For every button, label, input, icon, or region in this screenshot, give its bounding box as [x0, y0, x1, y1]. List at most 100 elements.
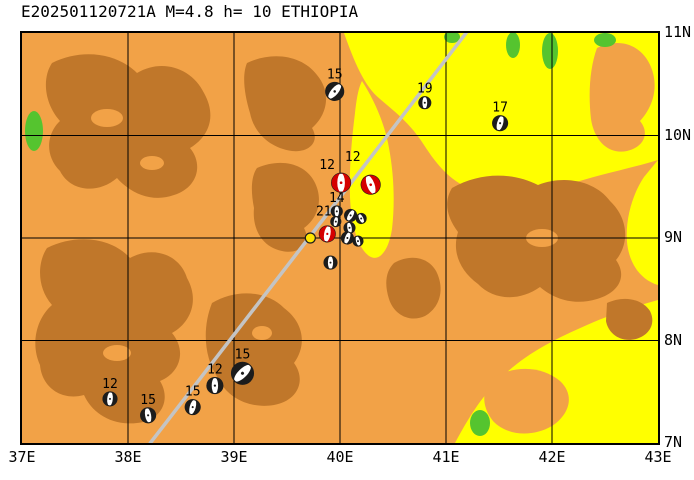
focal-mechanism-gray: 14 [329, 191, 345, 218]
y-axis-tick-label: 8N [664, 330, 683, 349]
terrain-highland-southwest [35, 239, 193, 424]
beachball-quadrants [331, 173, 351, 193]
focal-mechanism-gray [323, 255, 338, 270]
beachball-quadrants [356, 213, 367, 224]
event-day-label: 12 [102, 377, 118, 392]
beachball-quadrants [140, 407, 156, 423]
beachball-axis-dot [369, 183, 373, 187]
event-day-label: 12 [319, 158, 335, 173]
terrain-mottle [252, 326, 272, 340]
beachball-quadrants [418, 96, 431, 109]
x-axis-tick-label: 40E [326, 448, 354, 466]
focal-mechanism-gray [352, 235, 364, 247]
event-day-label: 15 [327, 67, 343, 82]
beachball-axis-dot [360, 217, 363, 220]
x-axis-tick-label: 38E [114, 448, 142, 466]
terrain-highland-south-central [205, 293, 302, 406]
beachball-axis-dot [349, 214, 352, 217]
focal-mechanism-gray: 15 [230, 347, 255, 385]
event-day-label: 12 [345, 150, 361, 165]
beachball-axis-dot [499, 122, 502, 125]
terrain-green-patch [506, 33, 520, 58]
focal-mechanism-gray [355, 212, 367, 225]
terrain-mottle [140, 156, 164, 170]
y-axis-tick-label: 10N [664, 125, 692, 144]
terrain-highland-north-central [244, 56, 327, 152]
focal-mechanism-gray: 19 [417, 82, 433, 110]
beachball-axis-dot [339, 181, 343, 185]
terrain-orange-patch-northeast [589, 43, 655, 152]
terrain-mottle [91, 109, 123, 127]
beachball-axis-dot [334, 220, 337, 223]
terrain-green-patch [470, 410, 490, 436]
event-day-label: 15 [185, 385, 201, 400]
focal-mechanism-gray: 17 [492, 101, 509, 132]
yellow-location-marker [304, 232, 316, 244]
beachball-axis-dot [191, 406, 194, 409]
focal-mechanism-gray: 15 [140, 393, 157, 424]
y-axis-tick-label: 9N [664, 228, 683, 246]
beachball-quadrants [103, 391, 117, 406]
beachball-quadrants [319, 225, 336, 242]
beachball-axis-dot [147, 414, 150, 417]
x-axis-tick-label: 41E [432, 448, 460, 466]
beachball-axis-dot [329, 261, 332, 264]
beachball-axis-dot [109, 397, 111, 400]
beachball-axis-dot [357, 240, 359, 243]
event-day-label: 17 [492, 101, 508, 116]
terrain-highland-below-cluster [386, 257, 441, 319]
focal-mechanism-red: 12 [319, 158, 352, 193]
focal-mechanism-gray: 15 [325, 67, 345, 101]
beachball-axis-dot [213, 384, 217, 387]
beachball-quadrants [206, 377, 223, 394]
event-day-label: 15 [235, 347, 251, 362]
event-day-label: 12 [207, 363, 223, 378]
terrain-highland-far-east [606, 298, 653, 340]
beachball-quadrants [344, 209, 357, 222]
terrain-orange-patch-southeast [484, 368, 569, 434]
terrain-green-patch [594, 33, 616, 47]
x-axis-tick-label: 43E [644, 448, 672, 466]
plot-title: E202501120721A M=4.8 h= 10 ETHIOPIA [21, 2, 359, 21]
beachball-quadrants [361, 175, 381, 195]
event-day-label: 21 [316, 205, 332, 220]
beachball-axis-dot [348, 226, 351, 229]
event-day-label: 14 [329, 191, 345, 206]
terrain-rift-valley-north [344, 33, 658, 195]
focal-mechanism-gray: 12 [102, 377, 118, 407]
beachball-quadrants [324, 256, 337, 270]
terrain-green-patch [542, 33, 558, 69]
beachball-quadrants [341, 232, 354, 244]
terrain-highland-central [251, 162, 319, 252]
beachball-axis-dot [240, 371, 245, 375]
beachball-axis-dot [346, 237, 349, 239]
focal-mechanism-red: 12 [345, 150, 381, 195]
beachball-quadrants [492, 115, 508, 131]
beachball-axis-dot [333, 90, 336, 93]
beachball-axis-dot [335, 210, 338, 213]
event-day-label: 19 [417, 82, 433, 97]
event-day-label: 15 [140, 393, 156, 408]
beachball-quadrants [344, 222, 355, 234]
x-axis-tick-label: 39E [220, 448, 248, 466]
beachball-quadrants [353, 236, 363, 247]
terrain-green-patch [444, 33, 460, 43]
terrain-yellow-east-strip [626, 160, 658, 285]
beachball-quadrants [231, 362, 254, 385]
focal-mechanism-red [318, 225, 336, 243]
focal-mechanism-gray: 12 [206, 363, 224, 395]
map-frame: 15 19 17 14 21 12 12 15 12 15 15 12 [20, 31, 660, 445]
beachball-quadrants [331, 205, 343, 217]
beachball-quadrants [185, 399, 201, 415]
beachball-axis-dot [326, 232, 329, 236]
terrain-green-patch [25, 111, 43, 151]
beachball-axis-dot [423, 101, 426, 104]
x-axis-tick-label: 37E [8, 448, 36, 466]
y-axis-tick-label: 7N [664, 433, 683, 451]
grid-layer [22, 33, 658, 443]
terrain-mottle [103, 345, 131, 361]
focal-mechanism-gray: 15 [184, 385, 201, 416]
